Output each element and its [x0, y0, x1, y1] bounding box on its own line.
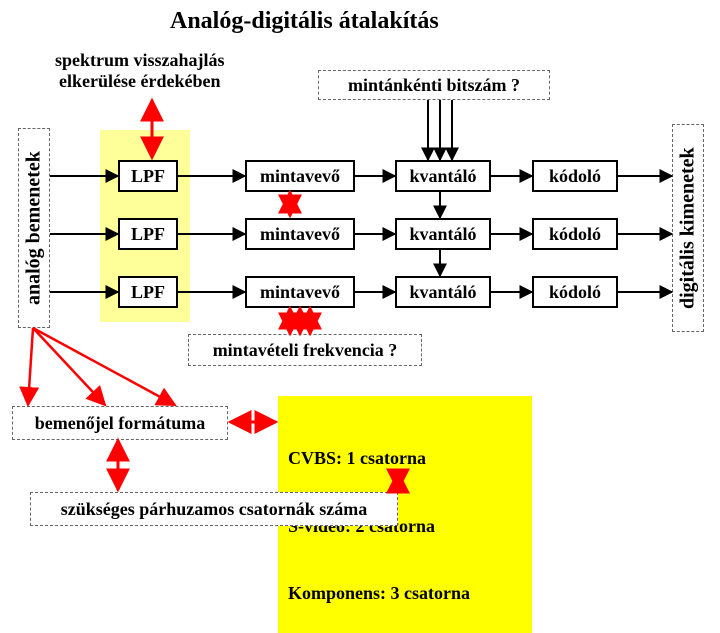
page-title: Analóg-digitális átalakítás [170, 8, 439, 35]
annot-spectrum: spektrum visszahajlás elkerülése érdekéb… [55, 50, 225, 92]
quantizer-box: kvantáló [395, 160, 491, 192]
sidebar-analog-inputs: analóg bemenetek [18, 128, 50, 328]
lpf-box: LPF [118, 276, 178, 308]
quantizer-box: kvantáló [395, 276, 491, 308]
info-line: CVBS: 1 csatorna [288, 447, 522, 470]
annot-needed-channels: szükséges párhuzamos csatornák száma [30, 492, 398, 526]
lpf-box: LPF [118, 218, 178, 250]
info-line: Komponens: 3 csatorna [288, 582, 522, 605]
encoder-box: kódoló [532, 160, 618, 192]
annot-bits-per-sample: mintánkénti bitszám ? [318, 70, 550, 100]
sampler-box: mintavevő [245, 218, 355, 250]
annot-sampling-freq: mintavételi frekvencia ? [188, 334, 422, 366]
annot-input-format: bemenőjel formátuma [12, 406, 228, 440]
sidebar-digital-outputs: digitális kimenetek [672, 124, 704, 332]
quantizer-box: kvantáló [395, 218, 491, 250]
lpf-box: LPF [118, 160, 178, 192]
sampler-box: mintavevő [245, 276, 355, 308]
encoder-box: kódoló [532, 218, 618, 250]
sampler-box: mintavevő [245, 160, 355, 192]
encoder-box: kódoló [532, 276, 618, 308]
